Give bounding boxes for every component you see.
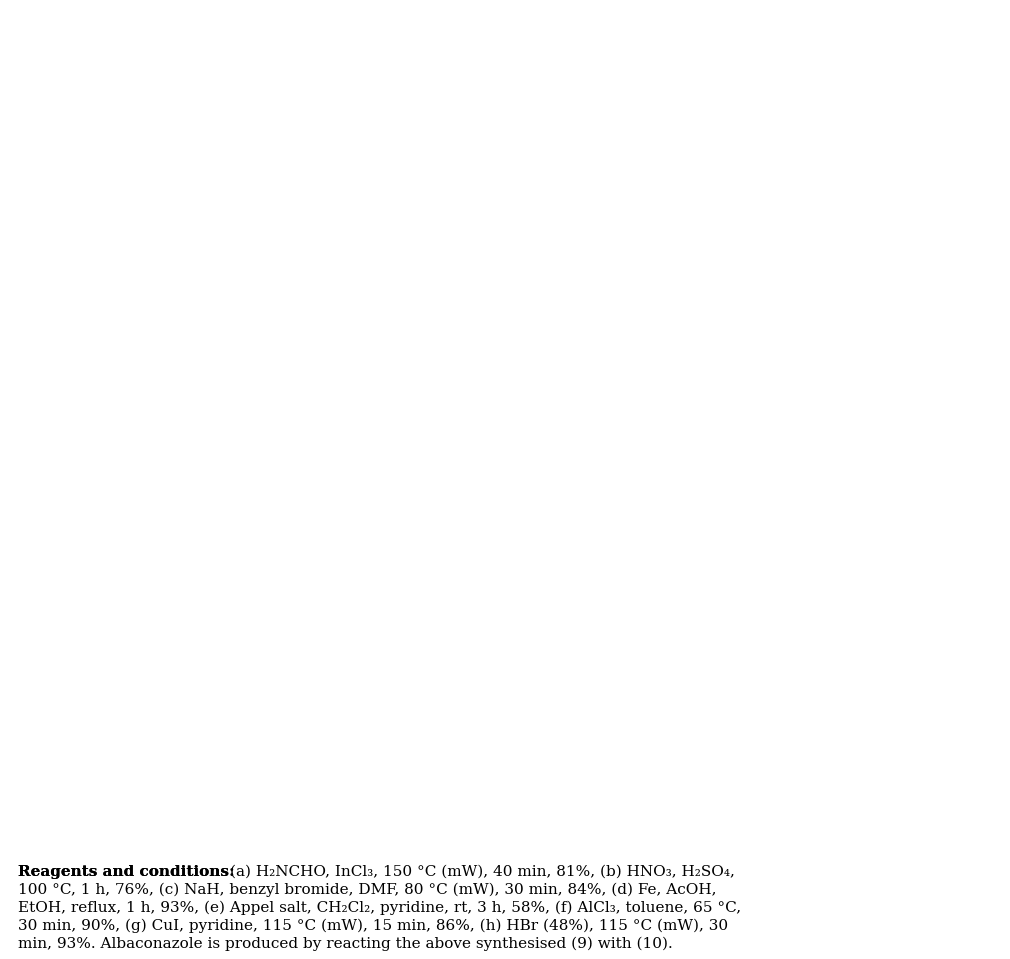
Text: Reagents and conditions: Reagents and conditions — [18, 865, 229, 879]
Text: 30 min, 90%, (g) CuI, pyridine, 115 °C (mW), 15 min, 86%, (h) HBr (48%), 115 °C : 30 min, 90%, (g) CuI, pyridine, 115 °C (… — [18, 919, 728, 933]
Text: min, 93%. Albaconazole is produced by reacting the above synthesised (9) with (1: min, 93%. Albaconazole is produced by re… — [18, 937, 673, 951]
Text: EtOH, reflux, 1 h, 93%, (e) Appel salt, CH₂Cl₂, pyridine, rt, 3 h, 58%, (f) AlCl: EtOH, reflux, 1 h, 93%, (e) Appel salt, … — [18, 901, 741, 916]
Text: :  (a) H₂NCHO, InCl₃, 150 °C (mW), 40 min, 81%, (b) HNO₃, H₂SO₄,: : (a) H₂NCHO, InCl₃, 150 °C (mW), 40 min… — [215, 865, 735, 879]
Text: 100 °C, 1 h, 76%, (c) NaH, benzyl bromide, DMF, 80 °C (mW), 30 min, 84%, (d) Fe,: 100 °C, 1 h, 76%, (c) NaH, benzyl bromid… — [18, 883, 716, 898]
Text: Reagents and conditions:: Reagents and conditions: — [18, 865, 234, 879]
